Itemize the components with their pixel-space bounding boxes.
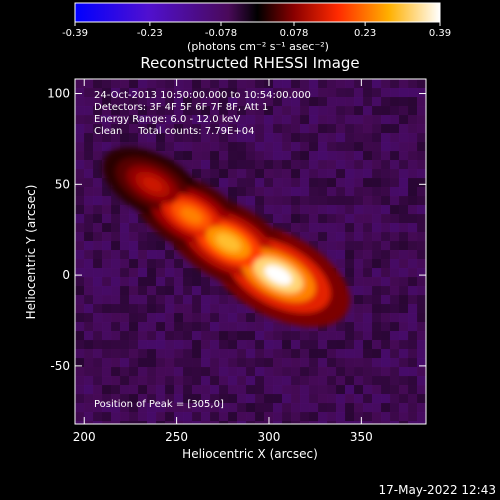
x-axis-label: Heliocentric X (arcsec) [182,447,318,461]
colorbar-tick-label: 0.23 [354,28,376,39]
colorbar-tick-label: 0.39 [429,28,451,39]
y-axis-label: Heliocentric Y (arcsec) [24,185,38,320]
annotation-peak: Position of Peak = [305,0] [94,399,224,410]
annotation-energy: Energy Range: 6.0 - 12.0 keV [94,114,240,125]
footer-timestamp: 17-May-2022 12:43 [379,483,496,497]
y-tick-label: 100 [47,87,70,101]
annotation-detectors: Detectors: 3F 4F 5F 6F 7F 8F, Att 1 [94,102,268,113]
chart-title: Reconstructed RHESSI Image [140,54,359,72]
emission-source [215,233,241,252]
colorbar-tick-label: -0.078 [205,28,237,39]
colorbar-units-label: (photons cm⁻² s⁻¹ asec⁻²) [187,40,329,53]
x-tick-label: 300 [258,430,281,444]
emission-sources [102,147,350,327]
background-noise [75,79,426,424]
colorbar [74,2,441,23]
x-tick-label: 250 [165,430,188,444]
annotation-time-range: 24-Oct-2013 10:50:00.000 to 10:54:00.000 [94,90,311,101]
heatmap-image [75,79,426,424]
x-tick-label: 200 [73,430,96,444]
y-axis-ticks: -50 0 50 100 [47,87,426,373]
plot-frame [74,78,427,425]
emission-source [142,177,163,192]
colorbar-tick-label: -0.23 [137,28,163,39]
y-tick-label: 0 [62,268,70,282]
emission-source [264,265,292,286]
x-axis-ticks: 200 250 300 350 [73,79,373,444]
y-tick-label: -50 [50,359,70,373]
colorbar-tick-label: -0.39 [62,28,88,39]
colorbar-ticks: -0.39 -0.23 -0.078 0.078 0.23 0.39 [62,22,451,39]
colorbar-tick-label: 0.078 [280,28,309,39]
y-tick-label: 50 [55,177,70,191]
x-tick-label: 350 [350,430,373,444]
annotation-clean: Clean Total counts: 7.79E+04 [94,126,254,137]
emission-source [180,207,203,224]
